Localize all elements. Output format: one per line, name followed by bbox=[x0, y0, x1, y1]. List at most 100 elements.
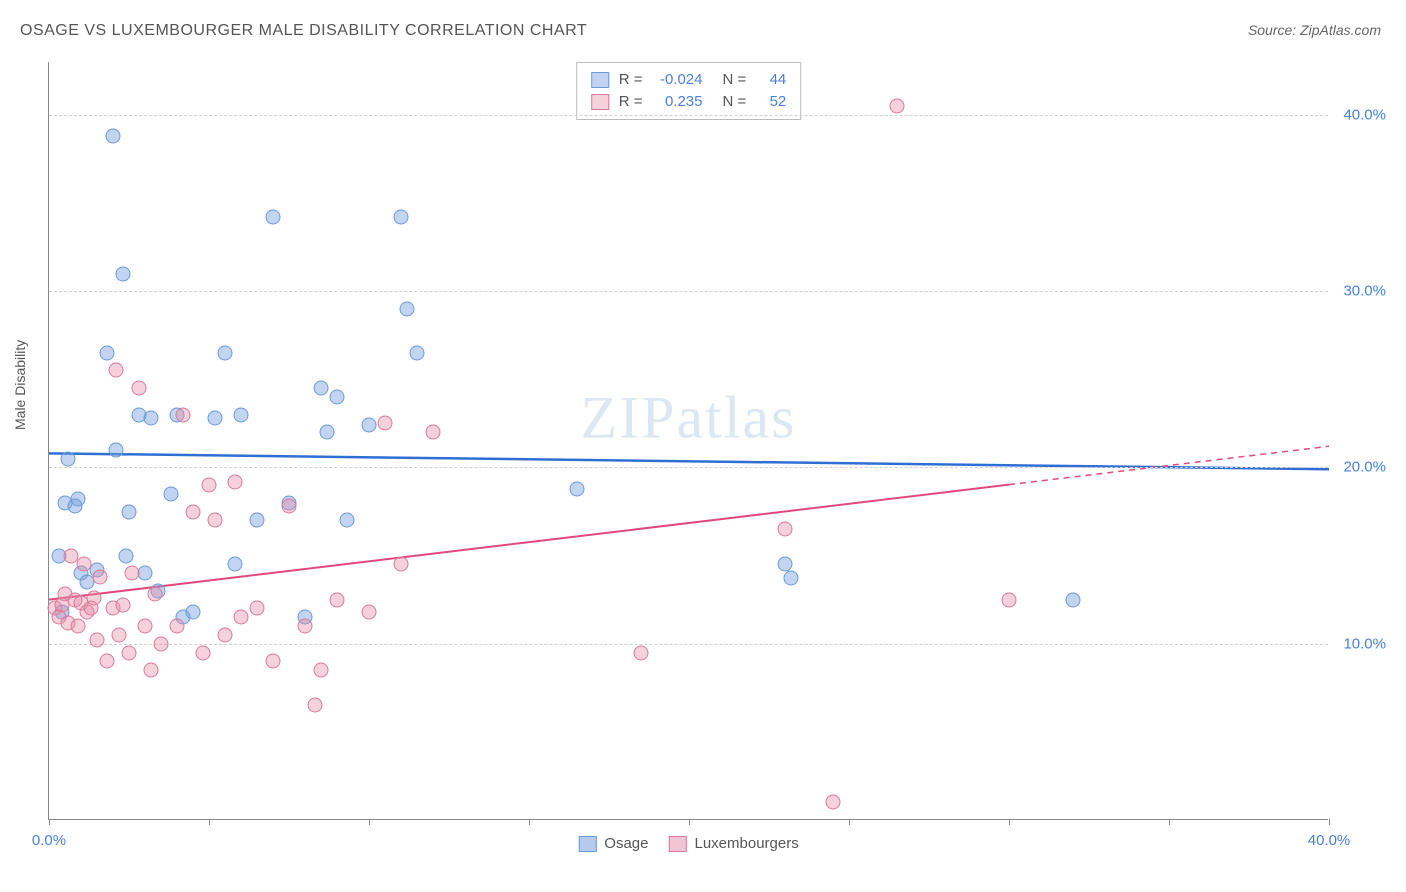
stat-r-label: R = bbox=[619, 91, 643, 113]
data-point-osage bbox=[410, 345, 425, 360]
data-point-osage bbox=[109, 442, 124, 457]
data-point-luxembourgers bbox=[138, 619, 153, 634]
stats-row-osage: R = -0.024 N = 44 bbox=[591, 69, 787, 91]
xtick-label: 40.0% bbox=[1308, 832, 1351, 849]
data-point-osage bbox=[208, 411, 223, 426]
data-point-luxembourgers bbox=[890, 99, 905, 114]
data-point-osage bbox=[186, 604, 201, 619]
data-point-osage bbox=[778, 557, 793, 572]
data-point-osage bbox=[320, 425, 335, 440]
data-point-luxembourgers bbox=[314, 663, 329, 678]
legend-swatch bbox=[668, 836, 686, 852]
data-point-luxembourgers bbox=[426, 425, 441, 440]
xtick-label: 0.0% bbox=[32, 832, 66, 849]
data-point-osage bbox=[234, 407, 249, 422]
data-point-osage bbox=[218, 345, 233, 360]
data-point-osage bbox=[339, 513, 354, 528]
data-point-luxembourgers bbox=[195, 645, 210, 660]
data-point-osage bbox=[570, 481, 585, 496]
ytick-label: 20.0% bbox=[1343, 459, 1386, 476]
data-point-luxembourgers bbox=[147, 587, 162, 602]
data-point-osage bbox=[314, 381, 329, 396]
data-point-luxembourgers bbox=[202, 478, 217, 493]
xtick bbox=[369, 819, 370, 825]
stat-n-label: N = bbox=[723, 69, 747, 91]
data-point-luxembourgers bbox=[1002, 592, 1017, 607]
series-legend: Osage Luxembourgers bbox=[578, 835, 798, 852]
data-point-osage bbox=[138, 566, 153, 581]
data-point-luxembourgers bbox=[170, 619, 185, 634]
data-point-luxembourgers bbox=[122, 645, 137, 660]
data-point-luxembourgers bbox=[250, 601, 265, 616]
data-point-osage bbox=[106, 129, 121, 144]
data-point-luxembourgers bbox=[131, 381, 146, 396]
data-point-osage bbox=[784, 571, 799, 586]
data-point-osage bbox=[122, 504, 137, 519]
data-point-luxembourgers bbox=[125, 566, 140, 581]
gridline bbox=[49, 644, 1328, 645]
stat-n-value-osage: 44 bbox=[756, 69, 786, 91]
ytick-label: 10.0% bbox=[1343, 635, 1386, 652]
legend-label: Luxembourgers bbox=[694, 835, 798, 852]
data-point-osage bbox=[250, 513, 265, 528]
data-point-osage bbox=[118, 548, 133, 563]
data-point-osage bbox=[362, 418, 377, 433]
data-point-osage bbox=[99, 345, 114, 360]
xtick bbox=[209, 819, 210, 825]
data-point-osage bbox=[1066, 592, 1081, 607]
xtick bbox=[689, 819, 690, 825]
ytick-label: 30.0% bbox=[1343, 283, 1386, 300]
stats-row-luxembourgers: R = 0.235 N = 52 bbox=[591, 91, 787, 113]
data-point-luxembourgers bbox=[330, 592, 345, 607]
data-point-osage bbox=[394, 210, 409, 225]
data-point-luxembourgers bbox=[115, 597, 130, 612]
data-point-luxembourgers bbox=[208, 513, 223, 528]
data-point-osage bbox=[163, 486, 178, 501]
legend-label: Osage bbox=[604, 835, 648, 852]
data-point-luxembourgers bbox=[234, 610, 249, 625]
data-point-osage bbox=[70, 492, 85, 507]
trend-lines-layer bbox=[49, 62, 1328, 819]
data-point-luxembourgers bbox=[90, 633, 105, 648]
xtick bbox=[1329, 819, 1330, 825]
data-point-luxembourgers bbox=[362, 604, 377, 619]
data-point-osage bbox=[400, 301, 415, 316]
xtick bbox=[1169, 819, 1170, 825]
swatch-luxembourgers bbox=[591, 94, 609, 110]
stat-n-label: N = bbox=[723, 91, 747, 113]
trendline-luxembourgers bbox=[49, 485, 1009, 600]
data-point-osage bbox=[144, 411, 159, 426]
data-point-luxembourgers bbox=[778, 522, 793, 537]
data-point-luxembourgers bbox=[154, 636, 169, 651]
legend-swatch bbox=[578, 836, 596, 852]
xtick bbox=[529, 819, 530, 825]
data-point-luxembourgers bbox=[634, 645, 649, 660]
gridline bbox=[49, 115, 1328, 116]
data-point-luxembourgers bbox=[282, 499, 297, 514]
stat-n-value-luxembourgers: 52 bbox=[756, 91, 786, 113]
gridline bbox=[49, 467, 1328, 468]
chart-title: OSAGE VS LUXEMBOURGER MALE DISABILITY CO… bbox=[20, 22, 587, 40]
data-point-luxembourgers bbox=[109, 363, 124, 378]
data-point-luxembourgers bbox=[298, 619, 313, 634]
data-point-luxembourgers bbox=[70, 619, 85, 634]
data-point-osage bbox=[61, 451, 76, 466]
y-axis-label: Male Disability bbox=[12, 340, 28, 430]
stat-r-value-osage: -0.024 bbox=[653, 69, 703, 91]
data-point-luxembourgers bbox=[394, 557, 409, 572]
data-point-luxembourgers bbox=[227, 474, 242, 489]
data-point-luxembourgers bbox=[144, 663, 159, 678]
data-point-luxembourgers bbox=[378, 416, 393, 431]
data-point-luxembourgers bbox=[112, 627, 127, 642]
xtick bbox=[849, 819, 850, 825]
chart-source: Source: ZipAtlas.com bbox=[1248, 22, 1381, 38]
gridline bbox=[49, 291, 1328, 292]
data-point-luxembourgers bbox=[186, 504, 201, 519]
data-point-osage bbox=[330, 389, 345, 404]
stats-legend: R = -0.024 N = 44 R = 0.235 N = 52 bbox=[576, 62, 802, 120]
data-point-luxembourgers bbox=[266, 654, 281, 669]
data-point-osage bbox=[227, 557, 242, 572]
stat-r-label: R = bbox=[619, 69, 643, 91]
data-point-luxembourgers bbox=[93, 569, 108, 584]
stat-r-value-luxembourgers: 0.235 bbox=[653, 91, 703, 113]
